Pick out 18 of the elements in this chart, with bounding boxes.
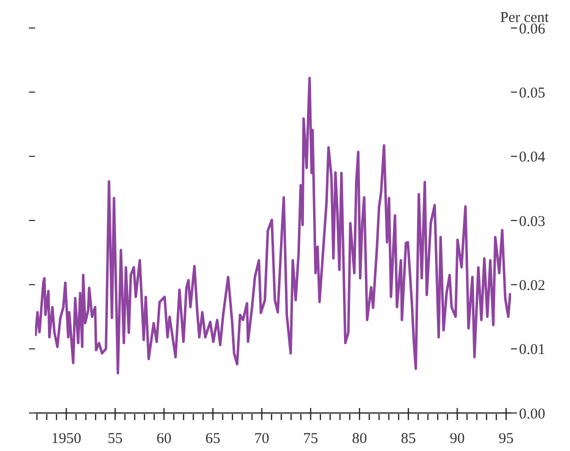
y-tick-label: 0.05 [519, 85, 546, 102]
line-series [35, 76, 511, 374]
x-tick-label: 70 [254, 431, 270, 447]
y-tick-label: 0.03 [519, 214, 546, 230]
x-tick-label: 60 [156, 431, 172, 447]
x-tick-label: 90 [450, 431, 465, 447]
y-tick-label: 0.00 [519, 406, 546, 422]
x-tick-label: 1950 [51, 431, 82, 447]
y-tick-label: 0.04 [519, 150, 546, 166]
x-tick-label: 85 [400, 431, 416, 447]
x-tick-label: 75 [303, 431, 318, 447]
y-tick-label: 0.06 [519, 21, 546, 38]
y-tick-label: 0.01 [519, 342, 546, 358]
x-tick-label: 80 [352, 431, 367, 447]
x-tick-label: 55 [108, 431, 123, 447]
y-tick-label: 0.02 [519, 278, 546, 294]
x-tick-label: 95 [498, 431, 514, 447]
x-tick-label: 65 [205, 431, 220, 447]
